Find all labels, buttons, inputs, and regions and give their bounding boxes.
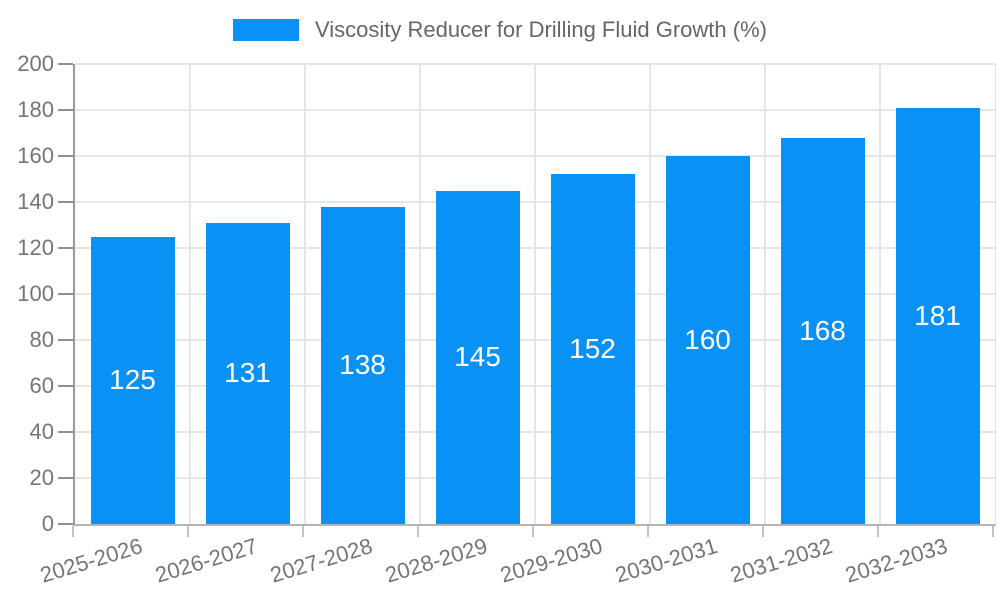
- x-axis-tick: [992, 526, 994, 537]
- bar-2031-2032[interactable]: 168: [780, 137, 865, 524]
- bar-2029-2030[interactable]: 152: [550, 174, 635, 524]
- bar-value-label: 152: [569, 333, 616, 365]
- plot-area: 125 131 138 145 152 160 168 181: [73, 63, 996, 526]
- gridline-vertical: [764, 64, 766, 524]
- legend: Viscosity Reducer for Drilling Fluid Gro…: [0, 17, 1000, 43]
- x-axis-label: 2025-2026: [37, 533, 146, 588]
- x-axis-tick: [647, 526, 649, 537]
- x-axis-tick: [187, 526, 189, 537]
- x-axis-label: 2029-2030: [497, 533, 606, 588]
- gridline-vertical: [649, 64, 651, 524]
- y-axis-tick: [58, 431, 73, 433]
- legend-item[interactable]: Viscosity Reducer for Drilling Fluid Gro…: [233, 17, 767, 43]
- bar-value-label: 125: [109, 364, 156, 396]
- y-axis-label: 180: [17, 97, 54, 122]
- y-axis-label: 0: [41, 511, 54, 536]
- y-axis-label: 40: [29, 419, 54, 444]
- x-axis-label: 2031-2032: [727, 533, 836, 588]
- y-axis-tick: [58, 477, 73, 479]
- y-axis-label: 120: [17, 235, 54, 260]
- bar-value-label: 181: [914, 299, 961, 331]
- y-axis-tick: [58, 339, 73, 341]
- x-axis-label: 2026-2027: [152, 533, 261, 588]
- y-axis-tick: [58, 523, 73, 525]
- bar-value-label: 168: [799, 314, 846, 346]
- bar-2025-2026[interactable]: 125: [90, 236, 175, 524]
- x-axis-label: 2027-2028: [267, 533, 376, 588]
- bar-2032-2033[interactable]: 181: [895, 107, 980, 524]
- y-axis-tick: [58, 247, 73, 249]
- bar-2027-2028[interactable]: 138: [320, 206, 405, 524]
- y-axis-label: 160: [17, 143, 54, 168]
- y-axis-tick: [58, 293, 73, 295]
- bar-2026-2027[interactable]: 131: [205, 222, 290, 524]
- y-axis-tick: [58, 385, 73, 387]
- bar-value-label: 138: [339, 349, 386, 381]
- legend-swatch-icon: [233, 19, 300, 41]
- y-axis-tick: [58, 63, 73, 65]
- y-axis-tick: [58, 201, 73, 203]
- x-axis-label: 2028-2029: [382, 533, 491, 588]
- y-axis-label: 140: [17, 189, 54, 214]
- x-axis-tick: [762, 526, 764, 537]
- y-axis-label: 80: [29, 327, 54, 352]
- legend-label: Viscosity Reducer for Drilling Fluid Gro…: [315, 17, 767, 42]
- y-axis-label: 200: [17, 51, 54, 76]
- bar-2030-2031[interactable]: 160: [665, 156, 750, 524]
- y-axis-label: 60: [29, 373, 54, 398]
- bar-value-label: 131: [224, 357, 271, 389]
- gridline-vertical: [304, 64, 306, 524]
- x-axis-tick: [877, 526, 879, 537]
- gridline-vertical: [534, 64, 536, 524]
- bar-value-label: 160: [684, 324, 731, 355]
- bar-2028-2029[interactable]: 145: [435, 190, 520, 524]
- x-axis-label: 2030-2031: [612, 533, 721, 588]
- y-axis-label: 20: [29, 465, 54, 490]
- x-axis-tick: [302, 526, 304, 537]
- gridline-vertical: [189, 64, 191, 524]
- x-axis-tick: [72, 526, 74, 537]
- gridline-vertical: [419, 64, 421, 524]
- bar-value-label: 145: [454, 341, 501, 373]
- y-axis-label: 100: [17, 281, 54, 306]
- x-axis-label: 2032-2033: [842, 533, 951, 588]
- y-axis-tick: [58, 155, 73, 157]
- x-axis-tick: [417, 526, 419, 537]
- y-axis-tick: [58, 109, 73, 111]
- x-axis-tick: [532, 526, 534, 537]
- gridline-vertical: [879, 64, 881, 524]
